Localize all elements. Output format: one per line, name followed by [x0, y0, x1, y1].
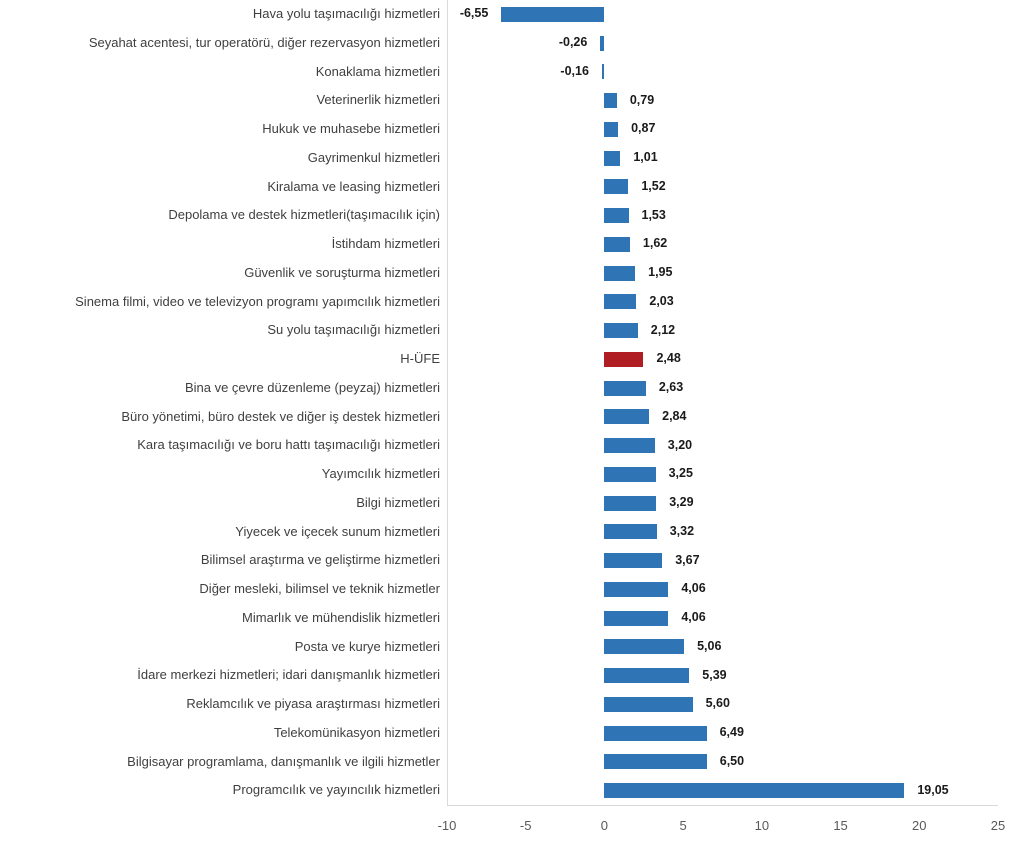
bar-highlight: [604, 351, 644, 367]
bar: [501, 6, 605, 22]
bar: [604, 438, 655, 454]
value-label: 2,84: [662, 408, 687, 423]
category-label: Depolama ve destek hizmetleri(taşımacılı…: [168, 207, 440, 223]
plot-left-border: [447, 0, 448, 805]
category-label: Bina ve çevre düzenleme (peyzaj) hizmetl…: [184, 379, 440, 395]
value-label: 5,60: [705, 696, 730, 711]
value-label: -0,26: [558, 35, 588, 50]
value-label: 1,53: [641, 207, 666, 222]
category-label: Gayrimenkul hizmetleri: [307, 149, 440, 165]
value-label: 6,49: [719, 725, 744, 740]
category-label: Bilgisayar programlama, danışmanlık ve i…: [127, 753, 440, 769]
bar: [604, 725, 707, 741]
bar: [604, 323, 638, 339]
x-axis-tick-label: -10: [437, 818, 457, 833]
bar: [604, 208, 629, 224]
value-label: 4,06: [681, 581, 706, 596]
value-label: 0,87: [631, 121, 656, 136]
value-label: 3,29: [669, 495, 694, 510]
bar: [604, 236, 630, 252]
bar: [604, 639, 685, 655]
category-label: Kiralama ve leasing hizmetleri: [267, 178, 440, 194]
value-label: 1,62: [642, 236, 668, 251]
bar: [604, 265, 636, 281]
value-label: 1,95: [648, 265, 673, 280]
category-label: Programcılık ve yayıncılık hizmetleri: [232, 782, 440, 798]
category-label: Mimarlık ve mühendislik hizmetleri: [242, 609, 440, 625]
category-label: Yiyecek ve içecek sunum hizmetleri: [235, 523, 440, 539]
x-axis-tick-label: 5: [679, 818, 687, 833]
value-label: 2,48: [656, 351, 681, 366]
value-label: 3,32: [669, 523, 695, 538]
category-label: Diğer mesleki, bilimsel ve teknik hizmet…: [199, 581, 440, 597]
bar: [604, 783, 905, 799]
value-label: 0,79: [629, 92, 655, 107]
value-label: 5,39: [702, 667, 727, 682]
value-label: 3,25: [668, 466, 693, 481]
category-label: Seyahat acentesi, tur operatörü, diğer r…: [88, 34, 440, 50]
bar: [604, 179, 629, 195]
category-label: Büro yönetimi, büro destek ve diğer iş d…: [121, 408, 440, 424]
bar: [604, 696, 693, 712]
category-label: Posta ve kurye hizmetleri: [294, 638, 440, 654]
bar: [604, 610, 669, 626]
bar: [604, 93, 617, 109]
value-label: 19,05: [917, 782, 949, 797]
value-label: 5,06: [697, 638, 722, 653]
bar: [604, 409, 650, 425]
category-label: Sinema filmi, video ve televizyon progra…: [75, 293, 440, 309]
x-axis-tick-label: 20: [912, 818, 927, 833]
bar: [604, 150, 621, 166]
value-label: -0,16: [560, 63, 589, 78]
bar: [600, 35, 605, 51]
bar: [604, 466, 656, 482]
bar: [604, 495, 657, 511]
category-label: Hava yolu taşımacılığı hizmetleri: [252, 6, 440, 22]
category-label: Bilgi hizmetleri: [356, 494, 440, 510]
value-label: 4,06: [681, 610, 706, 625]
category-label: Reklamcılık ve piyasa araştırması hizmet…: [186, 696, 440, 712]
bar: [601, 64, 605, 80]
category-label: İdare merkezi hizmetleri; idari danışman…: [137, 667, 440, 683]
bar: [604, 524, 657, 540]
category-label: Su yolu taşımacılığı hizmetleri: [267, 322, 440, 338]
category-label: H-ÜFE: [400, 351, 440, 367]
category-label: Güvenlik ve soruşturma hizmetleri: [244, 264, 440, 280]
value-label: 1,01: [633, 150, 658, 165]
category-label: Telekomünikasyon hizmetleri: [273, 724, 440, 740]
value-label: 2,03: [649, 293, 674, 308]
bar: [604, 380, 646, 396]
x-axis-line: [447, 805, 998, 806]
category-label: Kara taşımacılığı ve boru hattı taşımacı…: [137, 437, 440, 453]
x-axis-tick-label: 10: [754, 818, 770, 833]
value-label: 2,63: [658, 380, 684, 395]
category-label: Yayımcılık hizmetleri: [321, 466, 440, 482]
category-label: Hukuk ve muhasebe hizmetleri: [262, 121, 440, 137]
bar: [604, 668, 690, 684]
value-label: 3,20: [667, 437, 693, 452]
category-label: Bilimsel araştırma ve geliştirme hizmetl…: [200, 552, 440, 568]
value-label: 3,67: [675, 552, 700, 567]
bar: [604, 754, 707, 770]
x-axis-tick-label: -5: [519, 818, 532, 833]
value-label: 2,12: [650, 322, 676, 337]
bar: [604, 553, 663, 569]
bar: [604, 581, 669, 597]
x-axis-tick-label: 25: [990, 818, 1006, 833]
category-label: İstihdam hizmetleri: [331, 236, 440, 252]
x-axis-tick-label: 15: [833, 818, 848, 833]
x-axis-tick-label: 0: [600, 818, 609, 833]
value-label: -6,55: [459, 6, 489, 21]
category-label: Konaklama hizmetleri: [315, 63, 440, 79]
bar: [604, 121, 619, 137]
category-label: Veterinerlik hizmetleri: [316, 92, 440, 108]
value-label: 1,52: [641, 178, 666, 193]
bar: [604, 294, 637, 310]
value-label: 6,50: [719, 753, 745, 768]
